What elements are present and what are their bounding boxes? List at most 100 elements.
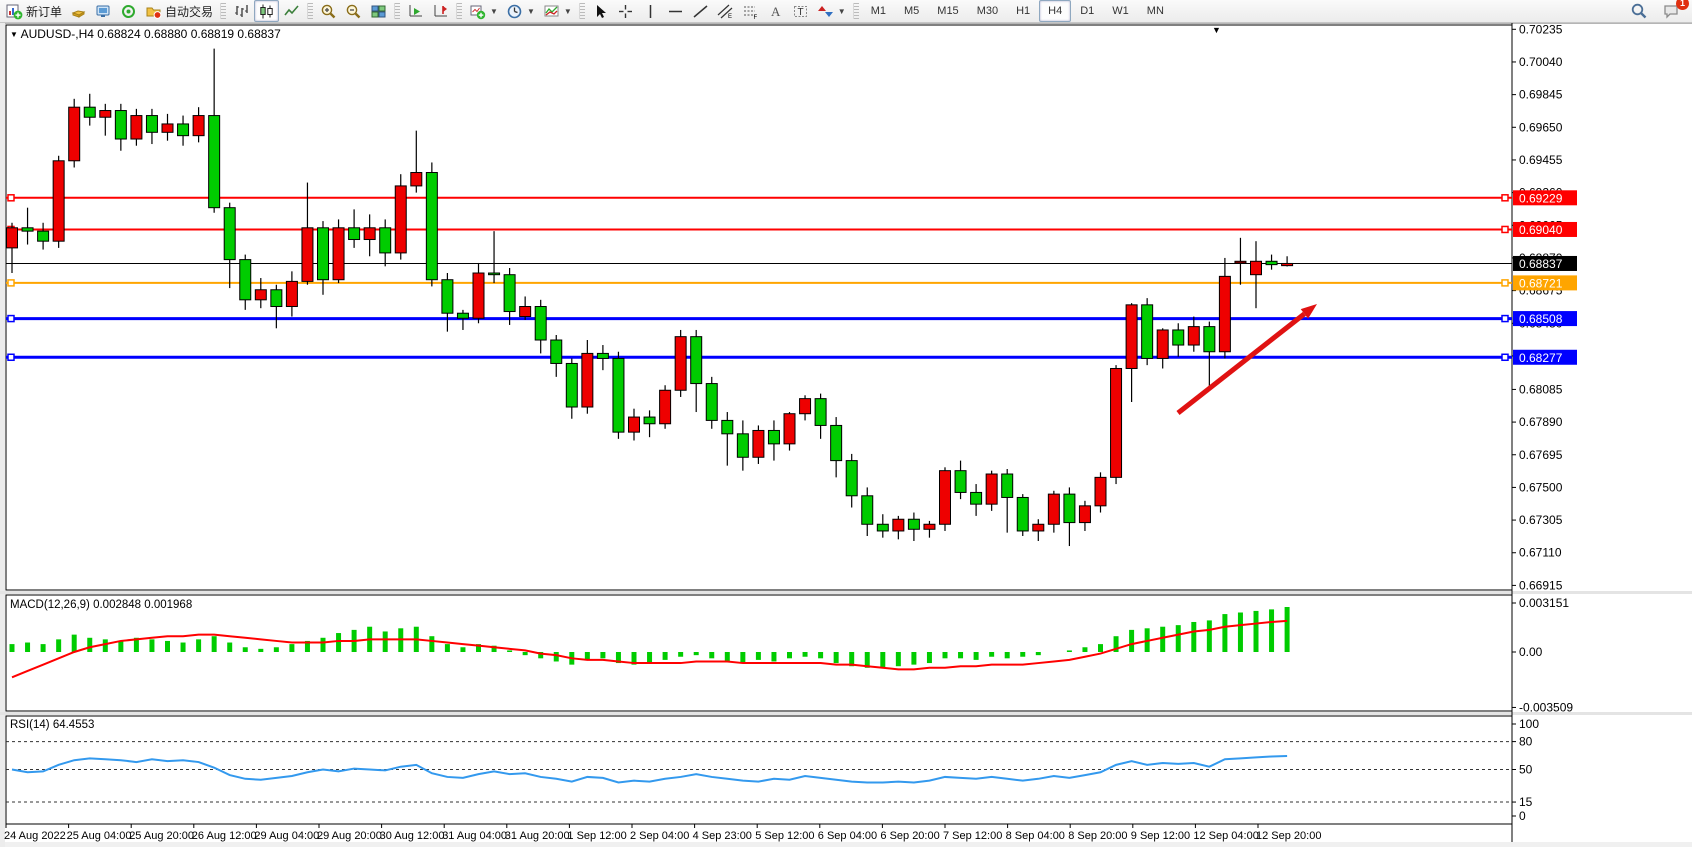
- toolbar-separator: [307, 3, 314, 19]
- line-handle[interactable]: [1501, 194, 1509, 202]
- horizontal-line[interactable]: [6, 279, 1512, 287]
- horizontal-line[interactable]: [6, 194, 1512, 202]
- timeframe-M5-button[interactable]: M5: [895, 0, 928, 22]
- date-axis-label: 6 Sep 04:00: [818, 830, 877, 842]
- candle-up: [1234, 260, 1247, 264]
- rsi-axis-tick: 100: [1519, 717, 1539, 731]
- horizontal-line[interactable]: [6, 314, 1512, 323]
- navigator-button[interactable]: [91, 0, 116, 22]
- timeframe-M1-button[interactable]: M1: [862, 0, 895, 22]
- autotrading-button[interactable]: 自动交易: [141, 0, 217, 22]
- candle-down: [830, 424, 843, 462]
- date-axis-label: 29 Aug 20:00: [317, 830, 382, 842]
- toolbar-separator: [578, 3, 585, 19]
- market-watch-button[interactable]: [66, 0, 91, 22]
- cursor-button[interactable]: [588, 0, 613, 22]
- candle-up: [799, 398, 812, 415]
- symbol-dropdown-icon[interactable]: ▼: [10, 30, 18, 39]
- zoom-out-icon: [345, 3, 362, 20]
- line-handle[interactable]: [7, 314, 15, 323]
- line-handle[interactable]: [7, 194, 15, 202]
- horizontal-line[interactable]: [6, 353, 1512, 362]
- svg-text:F: F: [753, 15, 757, 20]
- candle-down: [456, 312, 469, 319]
- vertical-line-button[interactable]: [638, 0, 663, 22]
- shapes-button[interactable]: ▼: [813, 0, 850, 22]
- timeframe-M30-button[interactable]: M30: [968, 0, 1007, 22]
- chart-shift-button[interactable]: [428, 0, 453, 22]
- fibonacci-button[interactable]: F: [738, 0, 763, 22]
- search-button[interactable]: [1626, 0, 1652, 22]
- candlestick-button[interactable]: [254, 0, 280, 22]
- timeframe-H4-button[interactable]: H4: [1039, 0, 1072, 22]
- date-axis-label: 25 Aug 04:00: [67, 830, 132, 842]
- trend-arrow[interactable]: [1176, 304, 1317, 415]
- zoom-in-button[interactable]: [316, 0, 341, 22]
- candlestick-icon: [258, 3, 275, 20]
- price-axis-tick: 0.67110: [1519, 546, 1562, 560]
- timeframe-MN-button[interactable]: MN: [1138, 0, 1173, 22]
- candle-down: [876, 523, 889, 532]
- candle-up: [161, 123, 174, 133]
- line-handle[interactable]: [1501, 279, 1509, 287]
- candle-down: [970, 491, 983, 505]
- candle-up: [363, 227, 376, 241]
- equidistant-channel-button[interactable]: E: [713, 0, 738, 22]
- line-handle[interactable]: [1501, 314, 1509, 323]
- candle-down: [379, 227, 392, 254]
- crosshair-button[interactable]: [613, 0, 638, 22]
- line-handle[interactable]: [7, 279, 15, 287]
- price-axis-tick: 0.68085: [1519, 382, 1563, 396]
- candle-up: [1281, 262, 1294, 267]
- periods-button[interactable]: ▼: [502, 0, 539, 22]
- text-label-button[interactable]: T: [788, 0, 813, 22]
- price-axis-tick: 0.67890: [1519, 415, 1563, 429]
- chart-shift-marker-icon[interactable]: ▼: [1212, 25, 1221, 35]
- date-axis-label: 24 Aug 2022: [4, 830, 66, 842]
- panel-resize-handle[interactable]: [0, 712, 1692, 715]
- candle-down: [954, 470, 967, 493]
- chart-title-text: AUDUSD-,H4 0.68824 0.68880 0.68819 0.688…: [20, 27, 281, 41]
- date-axis-label: 8 Sep 04:00: [1006, 830, 1065, 842]
- rsi-axis-tick: 15: [1519, 795, 1533, 809]
- date-axis-label: 12 Sep 20:00: [1256, 830, 1321, 842]
- timeframe-W1-button[interactable]: W1: [1103, 0, 1138, 22]
- templates-button[interactable]: ▼: [539, 0, 576, 22]
- price-axis-tick: 0.67695: [1519, 448, 1563, 462]
- candle-down: [503, 274, 516, 313]
- trendline-button[interactable]: [688, 0, 713, 22]
- templates-icon: [543, 3, 560, 20]
- chart-shift-icon: [432, 3, 449, 20]
- price-badge: [1513, 311, 1577, 327]
- terminal-button[interactable]: [116, 0, 141, 22]
- bar-chart-button[interactable]: [229, 0, 254, 22]
- chevron-down-icon: ▼: [490, 6, 498, 16]
- candle-up: [1125, 304, 1138, 369]
- candle-down: [721, 419, 734, 435]
- line-chart-button[interactable]: [279, 0, 304, 22]
- timeframe-D1-button[interactable]: D1: [1071, 0, 1103, 22]
- horizontal-line-button[interactable]: [663, 0, 688, 22]
- auto-scroll-button[interactable]: [403, 0, 428, 22]
- button-label: H4: [1048, 5, 1063, 17]
- candle-up: [1110, 367, 1123, 478]
- text-button[interactable]: A: [763, 0, 788, 22]
- new-chart-button[interactable]: ▼: [465, 0, 502, 22]
- vertical-line-icon: [642, 3, 659, 20]
- candle-down: [814, 398, 827, 426]
- candle-down: [348, 227, 361, 241]
- chevron-down-icon: ▼: [563, 6, 572, 16]
- tile-windows-button[interactable]: [366, 0, 391, 22]
- panel-resize-handle[interactable]: [0, 591, 1692, 594]
- timeframe-H1-button[interactable]: H1: [1007, 0, 1039, 22]
- chat-button[interactable]: 1: [1658, 0, 1689, 22]
- line-handle[interactable]: [7, 353, 15, 362]
- equidistant-channel-icon: E: [717, 3, 734, 20]
- timeframe-M15-button[interactable]: M15: [928, 0, 967, 22]
- chart-title[interactable]: ▼ AUDUSD-,H4 0.68824 0.68880 0.68819 0.6…: [10, 27, 281, 41]
- line-handle[interactable]: [1501, 353, 1509, 362]
- candle-up: [892, 518, 905, 532]
- new-order-button[interactable]: 新订单: [2, 0, 66, 22]
- line-handle[interactable]: [1501, 225, 1509, 234]
- zoom-out-button[interactable]: [341, 0, 366, 22]
